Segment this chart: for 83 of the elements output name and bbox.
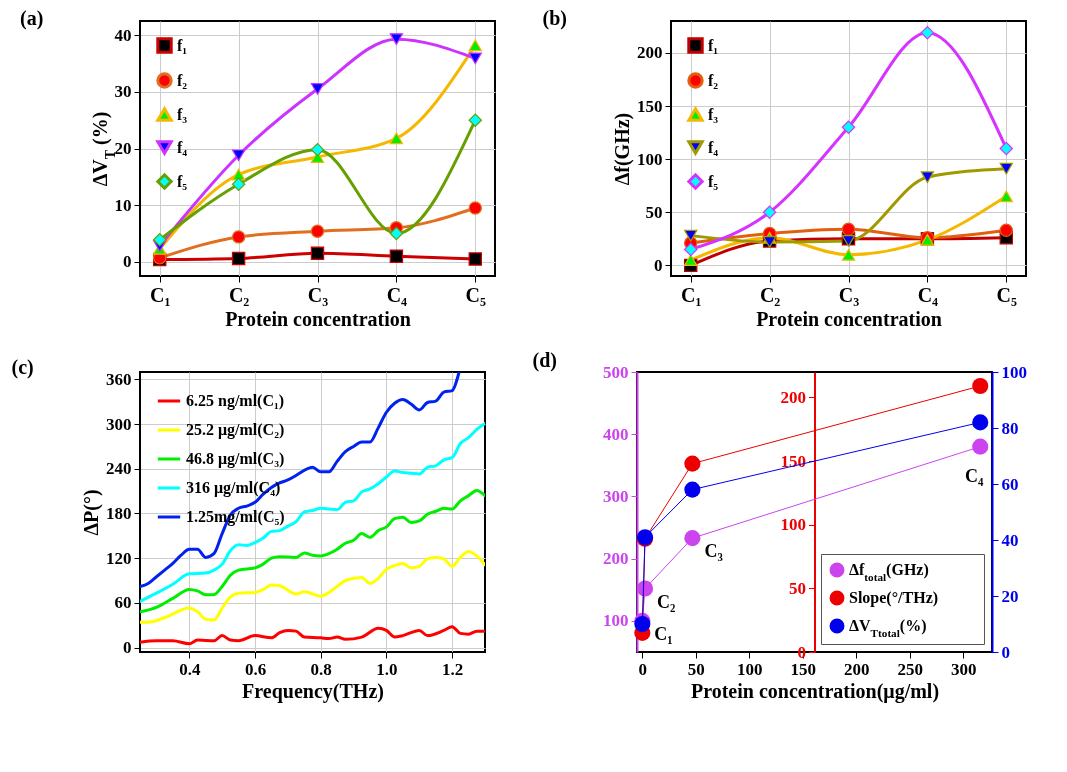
legend-label: Slope(°/THz): [849, 589, 939, 607]
y-tick-label: 40: [114, 25, 132, 45]
y3-tick-label: 40: [1001, 530, 1019, 550]
chart-title: (c): [11, 356, 34, 380]
x-tick-label: 1.2: [442, 659, 464, 679]
x-tick-label: C₁: [150, 283, 171, 306]
chart-title: (d): [532, 349, 557, 372]
y2-tick-label: 50: [789, 578, 806, 598]
annotation: C₂: [657, 591, 676, 612]
y-tick-label: 50: [645, 202, 663, 222]
legend-label: f₁: [708, 36, 719, 54]
legend-label: f₄: [177, 138, 188, 156]
x-axis-title: Protein concentration: [225, 307, 411, 330]
y-tick-label: 360: [106, 369, 132, 389]
x-tick-label: C₂: [228, 283, 250, 306]
y2-tick-label: 150: [780, 451, 806, 471]
x-tick-label: C₂: [759, 283, 781, 306]
y-tick-label: 150: [637, 96, 663, 116]
x-tick-label: 0.6: [244, 659, 267, 679]
x-axis-title: Protein concentration(μg/ml): [690, 679, 940, 703]
legend-label: f₅: [708, 172, 719, 190]
y-tick-label: 240: [106, 459, 132, 479]
y-tick-label: 100: [603, 611, 629, 631]
y-tick-label: 30: [114, 82, 132, 102]
x-tick-label: 150: [790, 659, 816, 679]
legend-label: 6.25 ng/ml(C₁): [186, 392, 285, 410]
y-tick-label: 200: [603, 549, 629, 569]
x-tick-label: C₁: [681, 283, 702, 306]
y3-tick-label: 0: [1001, 642, 1010, 662]
legend-label: Δf$_{total}$(GHz): [849, 561, 929, 583]
y-tick-label: 400: [603, 424, 629, 444]
y-axis-title: ΔP(°): [80, 489, 103, 536]
chart-title: (b): [542, 7, 567, 30]
y-tick-label: 0: [123, 638, 132, 658]
x-tick-label: 300: [950, 659, 977, 679]
y-tick-label: 0: [123, 252, 132, 272]
y-tick-label: 100: [637, 149, 663, 169]
y-tick-label: 20: [114, 139, 132, 158]
chart-title: (a): [20, 7, 44, 30]
legend-label: ΔV$_{Ttotal}$(%): [849, 617, 927, 639]
legend-label: f₂: [708, 71, 719, 89]
y3-tick-label: 20: [1001, 586, 1019, 606]
x-tick-label: C₄: [917, 283, 939, 306]
y-tick-label: 60: [114, 593, 132, 613]
y-tick-label: 500: [603, 362, 629, 382]
y-tick-label: 0: [654, 255, 663, 275]
x-tick-label: 1.0: [376, 659, 398, 679]
y-tick-label: 180: [106, 503, 132, 523]
annotation: C₃: [704, 541, 724, 562]
x-tick-label: 0.4: [179, 659, 201, 679]
y2-tick-label: 100: [780, 515, 806, 535]
legend-label: f₄: [708, 138, 719, 156]
x-axis-title: Frequency(THz): [242, 679, 384, 703]
y-axis-title: Δf(GHz): [611, 112, 634, 186]
x-tick-label: 50: [687, 659, 705, 679]
x-tick-label: 0.8: [310, 659, 332, 679]
x-tick-label: C₃: [307, 283, 329, 306]
x-tick-label: C₅: [996, 283, 1017, 306]
y3-tick-label: 100: [1001, 362, 1027, 382]
legend-label: f₅: [177, 172, 188, 190]
x-tick-label: 250: [897, 659, 923, 679]
y2-tick-label: 200: [780, 387, 806, 407]
x-tick-label: C₃: [838, 283, 860, 306]
y3-tick-label: 80: [1001, 418, 1019, 438]
y-tick-label: 300: [106, 414, 132, 434]
annotation: C₄: [965, 465, 985, 486]
legend-label: 25.2 μg/ml(C₂): [186, 421, 285, 439]
x-tick-label: 200: [843, 659, 870, 679]
legend-label: f₁: [177, 36, 188, 54]
x-tick-label: C₄: [386, 283, 408, 306]
legend-label: 46.8 μg/ml(C₃): [186, 450, 285, 468]
legend-label: f₃: [708, 105, 719, 123]
y-tick-label: 10: [114, 195, 132, 215]
annotation: C₁: [654, 623, 673, 644]
y3-tick-label: 60: [1001, 474, 1019, 494]
y-tick-label: 200: [637, 43, 663, 63]
y-tick-label: 300: [603, 486, 629, 506]
legend-label: f₂: [177, 71, 188, 89]
x-tick-label: 100: [737, 659, 763, 679]
y-tick-label: 120: [106, 548, 132, 568]
x-axis-title: Protein concentration: [756, 307, 942, 330]
legend-label: f₃: [177, 105, 188, 123]
x-tick-label: C₅: [465, 283, 486, 306]
